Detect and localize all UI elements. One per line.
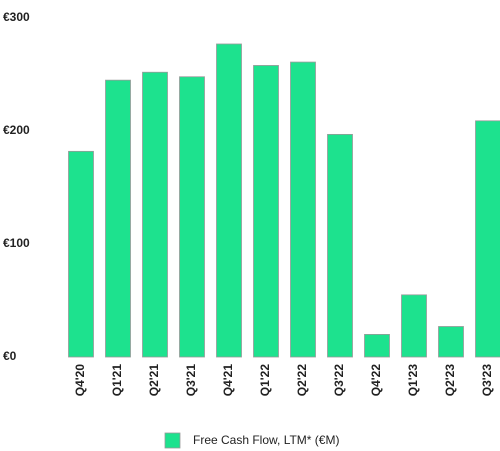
bar bbox=[179, 76, 205, 358]
bar bbox=[142, 71, 168, 358]
bar bbox=[438, 326, 464, 358]
bar bbox=[475, 120, 500, 358]
legend-swatch bbox=[164, 432, 181, 449]
y-tick-label: €100 bbox=[3, 236, 30, 250]
bar bbox=[105, 79, 131, 358]
x-tick-label: Q4'22 bbox=[369, 364, 383, 397]
x-tick-label: Q4'20 bbox=[73, 364, 87, 397]
x-tick-label: Q1'21 bbox=[110, 364, 124, 397]
bar bbox=[364, 333, 390, 358]
bar bbox=[216, 43, 242, 358]
x-tick-label: Q1'23 bbox=[406, 364, 420, 397]
x-tick-label: Q3'22 bbox=[332, 364, 346, 397]
x-tick-label: Q2'22 bbox=[295, 364, 309, 397]
bar bbox=[401, 294, 427, 358]
legend-label: Free Cash Flow, LTM* (€M) bbox=[193, 433, 339, 447]
y-tick-label: €200 bbox=[3, 123, 30, 137]
y-tick-label: €300 bbox=[3, 10, 30, 24]
x-tick-label: Q2'23 bbox=[443, 364, 457, 397]
bar bbox=[327, 133, 353, 358]
bar bbox=[290, 61, 316, 358]
x-tick-label: Q2'21 bbox=[147, 364, 161, 397]
x-tick-label: Q3'23 bbox=[480, 364, 494, 397]
x-tick-label: Q4'21 bbox=[221, 364, 235, 397]
x-tick-label: Q1'22 bbox=[258, 364, 272, 397]
y-tick-label: €0 bbox=[3, 349, 17, 363]
bar bbox=[68, 150, 94, 358]
bar bbox=[253, 65, 279, 358]
x-tick-label: Q3'21 bbox=[184, 364, 198, 397]
